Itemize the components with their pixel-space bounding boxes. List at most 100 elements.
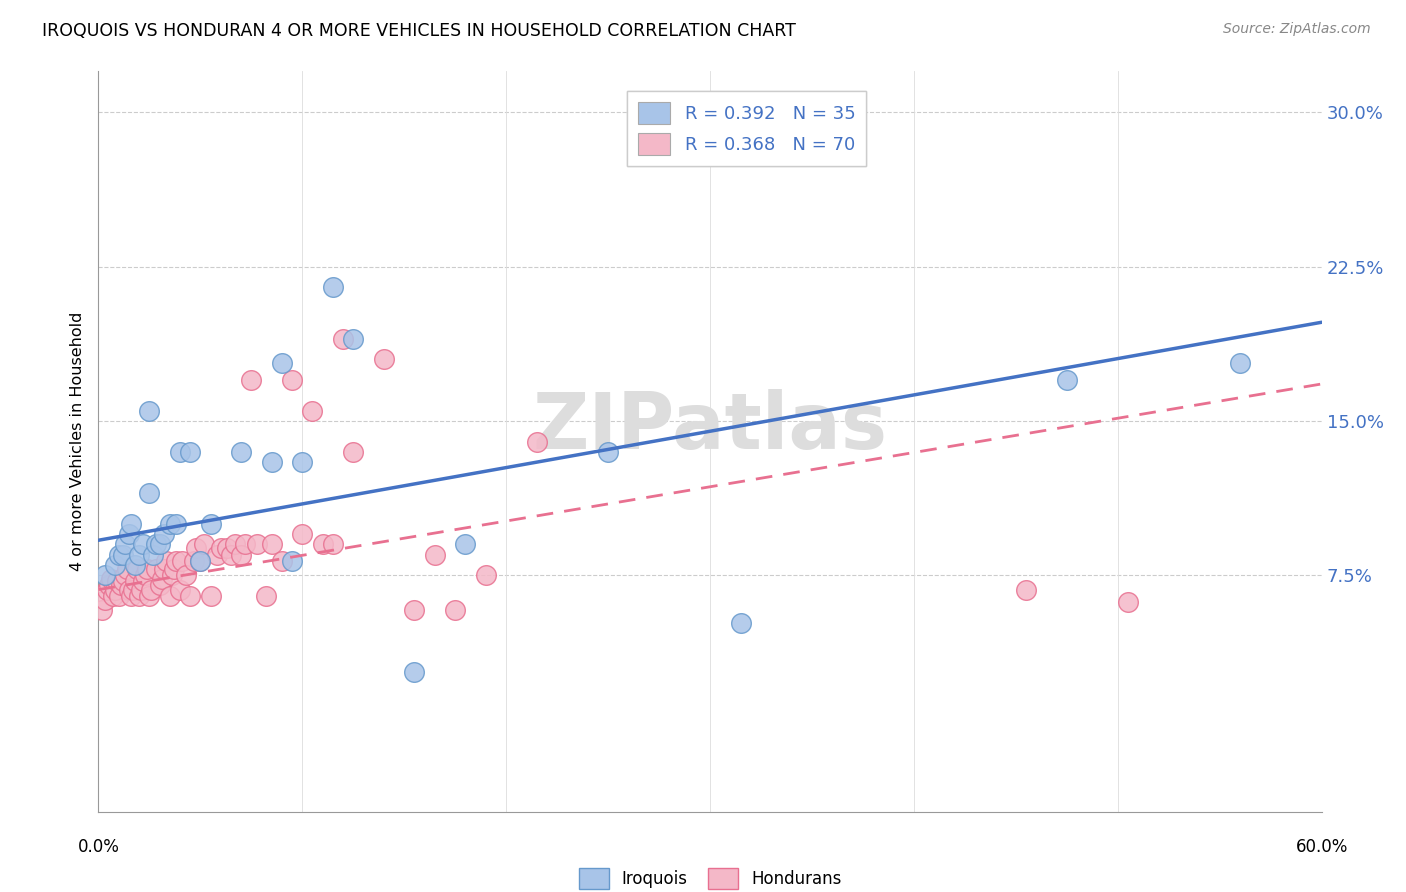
Point [474,568,498,582]
Point [598,445,620,459]
Point [254,589,277,603]
Point [136,562,159,576]
Text: IROQUOIS VS HONDURAN 4 OR MORE VEHICLES IN HOUSEHOLD CORRELATION CHART: IROQUOIS VS HONDURAN 4 OR MORE VEHICLES … [42,22,796,40]
Point [165,554,187,568]
Text: ZIPatlas: ZIPatlas [533,389,887,465]
Point [170,554,193,568]
Point [93,593,115,607]
Point [270,356,294,370]
Point [444,603,467,617]
Point [246,537,269,551]
Point [134,568,156,582]
Point [301,403,323,417]
Point [240,373,263,387]
Text: 60.0%: 60.0% [1295,838,1348,856]
Point [138,403,160,417]
Point [91,603,114,617]
Point [179,589,201,603]
Point [260,455,283,469]
Y-axis label: 4 or more Vehicles in Household: 4 or more Vehicles in Household [70,312,86,571]
Point [145,537,167,551]
Point [281,554,304,568]
Point [1116,595,1139,609]
Point [141,582,163,597]
Point [118,582,141,597]
Point [152,562,174,576]
Point [188,554,212,568]
Point [231,548,253,562]
Point [97,578,120,592]
Point [132,537,155,551]
Point [118,527,141,541]
Point [1015,582,1038,597]
Point [270,554,294,568]
Point [174,568,197,582]
Point [104,582,127,597]
Point [120,589,142,603]
Point [322,537,344,551]
Point [322,280,344,294]
Point [332,332,354,346]
Point [105,574,128,589]
Point [124,574,146,589]
Point [183,554,205,568]
Point [193,537,215,551]
Point [124,558,146,572]
Point [291,527,314,541]
Point [114,568,136,582]
Point [260,537,283,551]
Point [342,332,364,346]
Point [1056,373,1078,387]
Text: 0.0%: 0.0% [77,838,120,856]
Point [152,527,174,541]
Point [209,541,232,556]
Point [115,562,138,576]
Point [373,352,395,367]
Point [1229,356,1251,370]
Point [114,537,136,551]
Point [179,445,201,459]
Point [200,516,222,531]
Point [93,568,115,582]
Point [200,589,222,603]
Point [108,589,131,603]
Point [219,548,242,562]
Point [526,434,548,449]
Point [149,578,172,592]
Point [111,574,134,589]
Point [138,486,160,500]
Point [454,537,477,551]
Point [145,562,167,576]
Point [730,615,752,630]
Point [96,582,118,597]
Point [404,665,426,679]
Point [155,554,177,568]
Point [159,589,181,603]
Point [110,578,132,592]
Legend: R = 0.392   N = 35, R = 0.368   N = 70: R = 0.392 N = 35, R = 0.368 N = 70 [627,92,866,166]
Point [231,445,253,459]
Point [312,537,335,551]
Point [423,548,446,562]
Point [215,541,238,556]
Point [138,589,160,603]
Point [104,558,127,572]
Point [128,589,150,603]
Point [281,373,304,387]
Point [188,554,212,568]
Point [101,589,124,603]
Point [163,562,186,576]
Point [149,537,172,551]
Point [169,445,191,459]
Point [108,548,131,562]
Point [160,568,183,582]
Point [165,516,187,531]
Point [120,516,142,531]
Point [129,582,152,597]
Point [186,541,208,556]
Point [224,537,246,551]
Point [128,548,150,562]
Point [100,572,122,586]
Point [342,445,364,459]
Point [132,574,155,589]
